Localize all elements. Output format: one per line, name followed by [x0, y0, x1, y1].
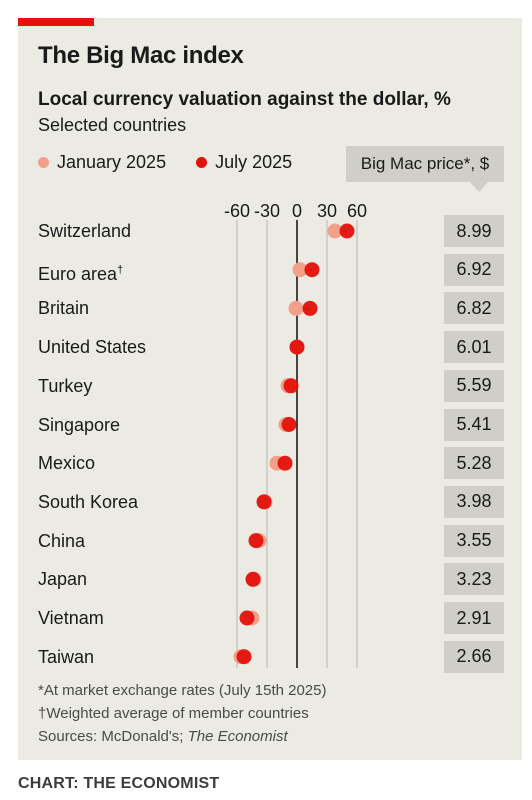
chart-panel: [18, 18, 522, 760]
dot-july: [277, 455, 293, 471]
x-tick-label: -60: [224, 201, 250, 221]
price-value: 3.55: [444, 524, 504, 557]
row-label: Euro area†: [38, 258, 124, 284]
row-label-footnote-marker: †: [117, 263, 124, 276]
price-value: 6.01: [444, 331, 504, 364]
row-label: Singapore: [38, 413, 120, 437]
row-label: Taiwan: [38, 645, 94, 669]
row-label: United States: [38, 335, 146, 359]
row-label-text: United States: [38, 337, 147, 358]
sources: Sources: McDonald's; The Economist: [38, 728, 288, 745]
dot-july: [239, 610, 255, 626]
legend-item-july: July 2025: [196, 152, 292, 173]
price-value: 3.98: [444, 485, 504, 518]
row-label: Britain: [38, 296, 89, 320]
dot-january: [288, 300, 304, 316]
price-value: 8.99: [444, 215, 504, 247]
row-label-text: Singapore: [38, 414, 121, 435]
dot-july: [236, 649, 252, 665]
footnote-price: *At market exchange rates (July 15th 202…: [38, 682, 327, 699]
price-value: 6.82: [444, 292, 504, 325]
dot-january: [327, 223, 343, 239]
chart-subsubtitle: Selected countries: [38, 115, 187, 135]
row-label-text: Britain: [38, 298, 90, 319]
row-label-text: Vietnam: [38, 608, 104, 628]
row-label: Japan: [38, 567, 87, 591]
legend: January 2025 July 2025: [38, 152, 322, 173]
footnote-euro: †Weighted average of member countries: [38, 705, 309, 722]
row-label-text: Euro area: [38, 263, 118, 284]
chart-title: The Big Mac index: [38, 42, 244, 69]
dot-january: [292, 262, 308, 278]
dot-july: [304, 262, 320, 278]
x-tick-label: -30: [254, 201, 280, 221]
x-tick-label: 30: [317, 201, 337, 221]
price-value: 5.41: [444, 408, 504, 441]
dot-july: [248, 533, 264, 549]
price-value: 3.23: [444, 563, 504, 596]
row-label: Vietnam: [38, 606, 104, 630]
sources-prefix: Sources: McDonald's;: [38, 728, 188, 745]
legend-dot-july: [196, 157, 208, 168]
dot-july: [289, 339, 305, 355]
price-value: 2.91: [444, 602, 504, 634]
dot-july: [302, 300, 318, 316]
dot-july: [339, 223, 355, 239]
dot-july: [256, 494, 272, 510]
price-column-header: Big Mac price*, $: [346, 146, 504, 192]
dot-july: [283, 378, 299, 394]
row-label: South Korea: [38, 490, 138, 514]
dot-july: [281, 417, 297, 432]
row-label: Mexico: [38, 451, 95, 475]
row-label-text: Turkey: [38, 375, 93, 396]
price-value: 5.59: [444, 369, 504, 402]
x-tick-label: 60: [347, 201, 367, 221]
row-label-text: Taiwan: [38, 646, 95, 667]
row-label-text: China: [38, 530, 86, 551]
row-label: Switzerland: [38, 219, 131, 243]
sources-italic: The Economist: [187, 728, 288, 745]
legend-label-july: July 2025: [215, 152, 293, 172]
price-value: 2.66: [444, 640, 504, 673]
price-value: 6.92: [444, 253, 504, 286]
x-tick-label: 0: [292, 201, 302, 221]
legend-item-january: January 2025: [38, 152, 166, 173]
row-label-text: South Korea: [38, 491, 139, 512]
brand-tag: [18, 18, 94, 26]
chart-credit: CHART: THE ECONOMIST: [18, 775, 220, 792]
row-label-text: Switzerland: [38, 221, 132, 241]
row-label-text: Mexico: [38, 453, 96, 474]
price-value: 5.28: [444, 447, 504, 480]
chart-subtitle: Local currency valuation against the dol…: [38, 89, 451, 110]
dot-july: [245, 571, 261, 587]
row-label-text: Japan: [38, 569, 88, 590]
row-label: China: [38, 529, 85, 553]
legend-label-january: January 2025: [57, 152, 167, 172]
row-label: Turkey: [38, 374, 92, 398]
legend-dot-january: [38, 157, 49, 168]
